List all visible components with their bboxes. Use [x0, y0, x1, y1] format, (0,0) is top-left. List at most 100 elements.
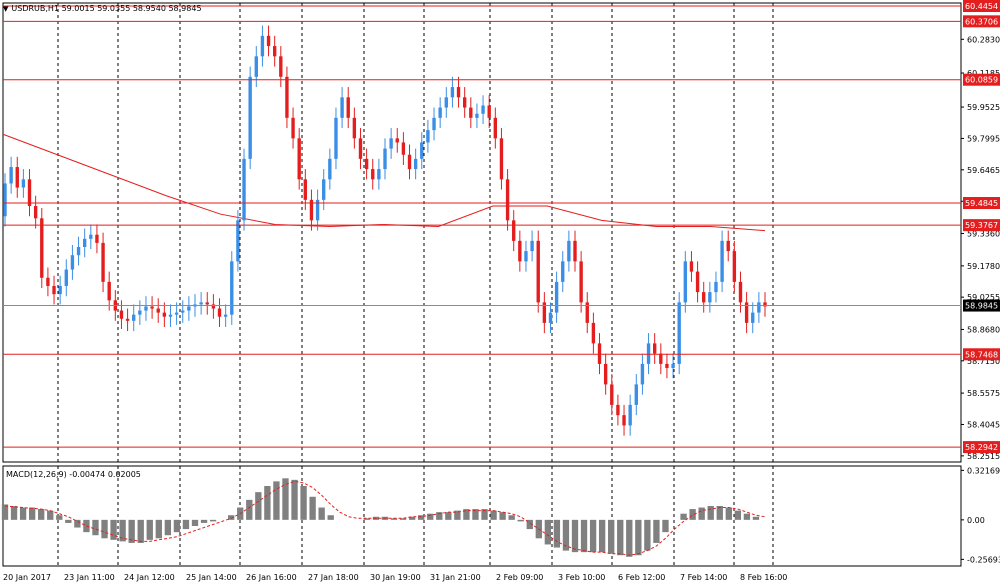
triangle-down-icon[interactable]: ▼ — [3, 4, 9, 13]
macd-histogram-bar — [544, 519, 552, 545]
candle-body — [279, 56, 283, 77]
macd-histogram-bar — [390, 518, 398, 520]
macd-histogram-bar — [182, 519, 190, 530]
macd-histogram-bar — [74, 519, 81, 528]
price-tick-label: 59.7995 — [967, 134, 1000, 143]
candle-body — [150, 306, 154, 309]
macd-histogram-bar — [653, 519, 660, 543]
level-label-box — [963, 441, 1000, 454]
macd-histogram-bar — [734, 510, 742, 520]
current-price-label: 58.9845 — [965, 302, 998, 311]
level-label-box — [963, 219, 1000, 232]
macd-histogram-bar — [1, 504, 9, 520]
level-label: 59.4845 — [965, 199, 998, 208]
candle-body — [272, 46, 277, 57]
candle-body — [125, 318, 130, 321]
macd-histogram-bar — [309, 496, 316, 520]
macd-histogram-bar — [662, 519, 669, 533]
level-label: 60.0859 — [965, 76, 998, 85]
macd-tick-label: 0.32169 — [967, 466, 1000, 475]
candle-body — [217, 308, 222, 317]
level-label: 59.3767 — [965, 221, 998, 230]
candle-body — [579, 261, 583, 303]
candle-body — [76, 247, 81, 256]
macd-histogram-bar — [680, 513, 687, 520]
candle-body — [426, 130, 430, 143]
candle-body — [646, 343, 651, 364]
macd-histogram-bar — [427, 513, 434, 520]
candle-body — [352, 117, 357, 139]
candle-body — [211, 304, 216, 309]
macd-histogram-bar — [481, 509, 488, 520]
level-label-box — [963, 197, 1000, 210]
macd-histogram-bar — [626, 519, 633, 557]
macd-histogram-bar — [56, 515, 63, 520]
candle-body — [591, 322, 596, 344]
candle-body — [89, 234, 93, 239]
macd-histogram-bar — [743, 513, 751, 520]
macd-histogram-bar — [255, 492, 262, 520]
macd-histogram-bar — [164, 519, 172, 536]
chart-title: USDRUB,H1 59.0015 59.0355 58.9540 58.984… — [11, 4, 202, 13]
time-tick-label: 6 Feb 12:00 — [618, 573, 665, 582]
candle-body — [432, 117, 436, 131]
candle-body — [462, 97, 467, 108]
candle-body — [364, 158, 369, 170]
candle-body — [628, 404, 632, 426]
price-tick-label: 59.0255 — [967, 293, 1000, 302]
candle-body — [548, 312, 553, 323]
price-tick-label: 59.6465 — [967, 166, 1000, 175]
level-label: 60.3706 — [965, 17, 998, 26]
macd-histogram-bar — [38, 509, 45, 520]
candle-body — [757, 302, 761, 313]
time-tick-label: 31 Jan 21:00 — [430, 573, 481, 582]
chart-header: ▼ USDRUB,H1 59.0015 59.0355 58.9540 58.9… — [3, 4, 202, 13]
candle-body — [420, 142, 424, 159]
price-panel-frame — [2, 2, 962, 463]
macd-histogram-bar — [689, 509, 696, 520]
candle-body — [493, 117, 498, 139]
candle-body — [328, 158, 332, 180]
macd-histogram-bar — [291, 479, 298, 520]
candle-body — [401, 142, 406, 155]
candle-body — [285, 76, 289, 118]
candle-body — [107, 281, 111, 301]
macd-histogram-bar — [137, 519, 144, 543]
macd-histogram-bar — [635, 519, 642, 556]
price-tick-label: 59.9525 — [967, 103, 1000, 112]
candle-body — [303, 179, 308, 200]
macd-histogram-bar — [716, 506, 723, 520]
candle-body — [371, 169, 375, 180]
price-tick-label: 58.7150 — [967, 357, 1000, 366]
candle-body — [603, 363, 608, 385]
candle-body — [377, 169, 381, 180]
macd-histogram-bar — [598, 519, 606, 553]
candle-body — [487, 105, 491, 118]
candle-body — [732, 251, 737, 282]
candle-body — [475, 113, 479, 118]
candle-body — [15, 167, 19, 188]
candle-body — [640, 363, 645, 385]
macd-histogram-bar — [408, 516, 416, 520]
macd-histogram-bar — [128, 519, 135, 543]
macd-histogram-bar — [282, 478, 289, 520]
moving-average-line — [2, 133, 766, 232]
candle-body — [205, 302, 209, 305]
candle-body — [383, 148, 387, 170]
price-tick-label: 58.8680 — [967, 325, 1000, 334]
candle-body — [720, 240, 724, 282]
macd-histogram-bar — [752, 516, 760, 520]
candle-body — [744, 302, 749, 323]
macd-histogram-bar — [445, 512, 452, 520]
price-tick-label: 60.1185 — [967, 69, 1000, 78]
candle-body — [248, 76, 252, 159]
candle-body — [138, 310, 142, 315]
time-tick-label: 27 Jan 18:00 — [308, 573, 359, 582]
level-label-box — [963, 0, 1000, 12]
macd-histogram-bar — [644, 519, 651, 551]
candle-body — [340, 97, 344, 118]
time-tick-label: 24 Jan 12:00 — [124, 573, 175, 582]
candle-body — [144, 306, 148, 311]
candle-body — [695, 271, 700, 293]
